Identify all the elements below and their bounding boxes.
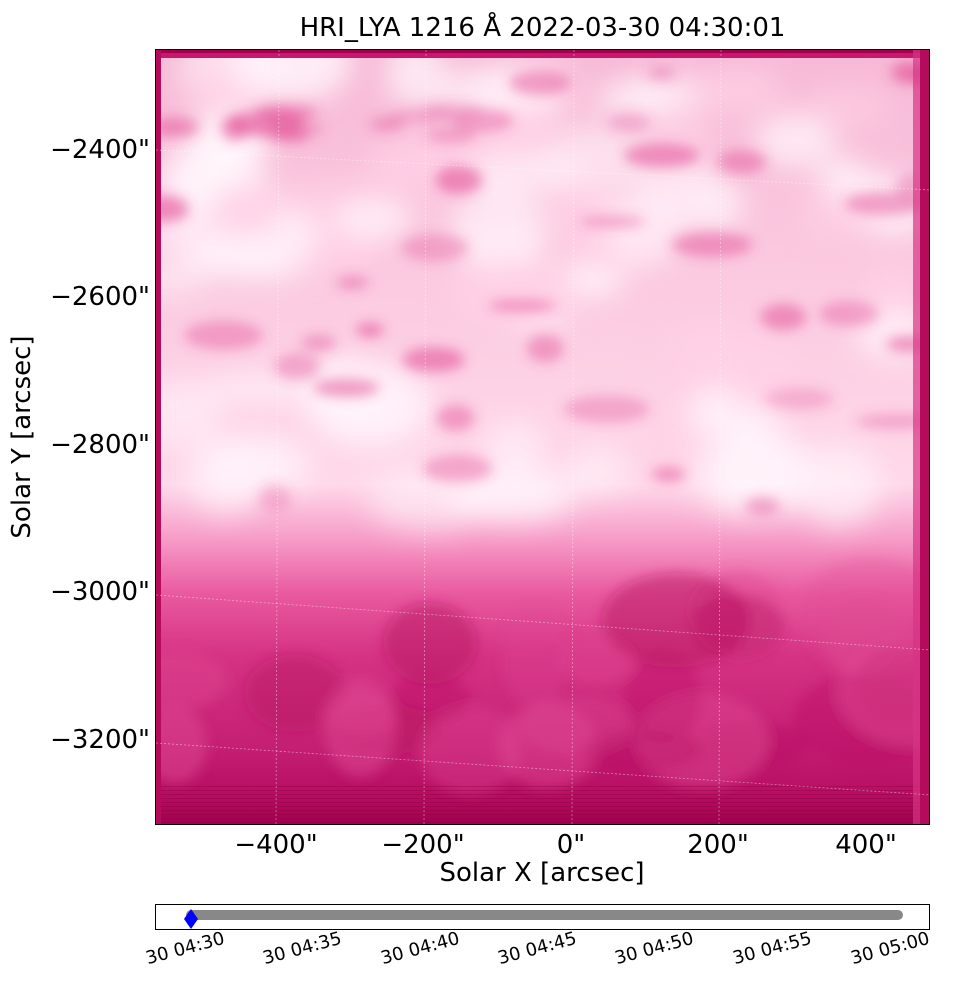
bright-cell [816, 159, 875, 199]
bright-cell [198, 371, 323, 405]
x-tick-label: −200" [381, 830, 465, 860]
dark-lane [502, 606, 567, 709]
dark-lane [526, 334, 564, 363]
bright-cell [156, 263, 211, 296]
dark-lane [717, 149, 767, 174]
dark-lane [764, 387, 834, 410]
bright-cell [695, 66, 784, 114]
bright-cell [458, 150, 577, 196]
dark-lane [602, 573, 751, 668]
dark-lane [745, 496, 780, 516]
dark-lane [581, 730, 702, 773]
bright-cell [603, 186, 684, 268]
x-tick-label: 200" [687, 830, 749, 860]
bright-cell [333, 198, 415, 239]
dark-lane [836, 634, 929, 748]
dark-lane [426, 127, 477, 143]
x-tick-label: −400" [234, 830, 318, 860]
bright-cell [481, 420, 547, 479]
time-slider[interactable] [155, 904, 930, 930]
bright-cell [753, 113, 837, 168]
bright-cell [384, 50, 446, 108]
dark-lane [156, 650, 227, 711]
x-tick-label: 400" [835, 830, 897, 860]
dark-lane [760, 303, 807, 331]
bright-cell [653, 355, 711, 401]
timeline-tick-label: 30 04:40 [378, 927, 462, 970]
bright-cell [156, 379, 222, 448]
bright-cell [685, 175, 745, 233]
timeline-tick-label: 30 04:50 [612, 927, 696, 970]
dark-lane [313, 378, 380, 397]
dark-lane [606, 112, 650, 133]
y-tick-label: −2600" [50, 282, 150, 312]
dark-lane [651, 467, 686, 482]
dark-lane [509, 70, 571, 95]
bright-cell [568, 447, 627, 496]
dark-lane [422, 454, 493, 483]
timeline-tick-label: 30 04:55 [730, 927, 814, 970]
dark-lane [301, 334, 337, 351]
dark-lane [156, 117, 199, 138]
dark-lane [563, 395, 650, 424]
bright-cell [448, 190, 548, 270]
bright-cell [594, 80, 683, 118]
dark-lane [436, 404, 475, 431]
dark-lane [274, 353, 321, 380]
bright-cell [200, 435, 310, 494]
current-time-marker[interactable] [184, 909, 198, 929]
timeline-tick-label: 30 04:45 [495, 927, 579, 970]
y-axis-label: Solar Y [arcsec] [7, 335, 37, 539]
bright-cell [628, 413, 703, 489]
dark-lane [184, 320, 263, 350]
dark-lane [247, 117, 325, 141]
dark-lane [156, 705, 207, 784]
y-tick-label: −2400" [50, 135, 150, 165]
dark-lane [435, 165, 483, 195]
dark-lane [623, 652, 702, 744]
dark-lane [355, 322, 384, 338]
dark-lane [819, 301, 879, 327]
bright-cell [229, 50, 353, 104]
image-title: HRI_LYA 1216 Å 2022-03-30 04:30:01 [299, 13, 786, 43]
dark-lane [369, 117, 405, 132]
dark-lane [419, 705, 522, 795]
bright-cell [217, 181, 282, 235]
bright-cell [720, 337, 794, 407]
bright-cell [804, 85, 893, 129]
y-tick-label: −3200" [50, 725, 150, 755]
bright-cell [367, 467, 489, 532]
bright-cell [863, 265, 923, 318]
dark-lane [336, 276, 369, 289]
dark-lane [671, 232, 753, 257]
bright-cell [690, 437, 783, 515]
dark-lane [324, 677, 397, 777]
timeline-tick-label: 30 05:00 [848, 927, 932, 970]
dark-lane [387, 109, 457, 123]
x-axis-label: Solar X [arcsec] [439, 858, 645, 888]
timeline-tick-label: 30 04:35 [260, 927, 344, 970]
dark-lane [383, 602, 477, 684]
dark-lane [624, 143, 700, 168]
dark-lane [244, 654, 346, 732]
dark-lane [258, 484, 292, 512]
bright-cell [450, 259, 578, 326]
x-tick-label: 0" [556, 830, 586, 860]
dark-lane [156, 195, 189, 223]
dark-lane [402, 347, 465, 373]
dark-lane [856, 414, 929, 429]
dark-lane [646, 66, 676, 81]
dark-lane [579, 215, 646, 228]
dark-lane [401, 234, 469, 262]
dark-lane [451, 109, 514, 132]
bright-cell [794, 446, 882, 528]
y-tick-label: −3000" [50, 577, 150, 607]
dark-lane [388, 674, 472, 723]
dark-lane [488, 299, 557, 312]
timeline-tick-label: 30 04:30 [143, 927, 227, 970]
solar-image-panel [155, 49, 930, 825]
lyman-alpha-image [156, 50, 929, 824]
y-tick-label: −2800" [50, 430, 150, 460]
